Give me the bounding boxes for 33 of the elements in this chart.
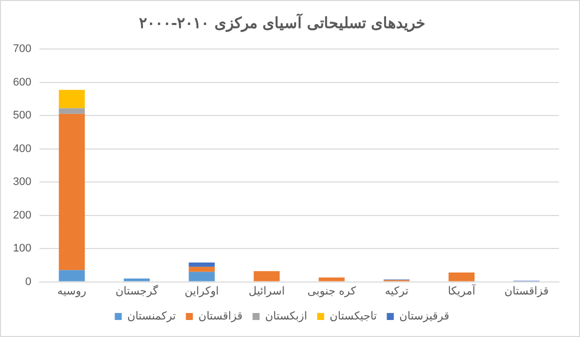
bar <box>188 266 215 272</box>
legend-label: ترکمنستان <box>127 309 176 322</box>
bar <box>58 114 85 270</box>
y-tick-label: 300 <box>12 176 32 188</box>
x-tick-label: گرجستان <box>115 284 159 298</box>
y-tick-label: 0 <box>25 276 32 288</box>
y-tick-label: 700 <box>12 43 32 56</box>
y-tick-label: 400 <box>12 142 32 155</box>
y-tick-label: 100 <box>12 242 32 255</box>
bar <box>58 270 85 282</box>
bar <box>188 272 215 282</box>
legend-label: ازبکستان <box>265 309 308 322</box>
x-tick-label: روسیه <box>57 284 86 298</box>
bar <box>58 108 85 114</box>
bar <box>318 277 345 282</box>
bar <box>254 271 280 282</box>
y-tick-label: 200 <box>12 209 32 222</box>
x-tick-label: قزاقستان <box>504 284 549 298</box>
bar <box>188 262 215 267</box>
x-tick-label: ترکیه <box>384 284 408 298</box>
x-tick-label: اوکراین <box>184 284 219 298</box>
x-tick-label: اسرائیل <box>248 284 285 298</box>
x-tick-label: کره جنوبی <box>307 284 357 298</box>
bar <box>448 272 475 282</box>
y-tick-label: 500 <box>12 110 32 122</box>
x-tick-label: آمریکا <box>448 283 476 298</box>
chart-title: خریدهای تسلیحاتی آسیای مرکزی ۲۰۱۰-۲۰۰۰ <box>138 12 426 32</box>
y-tick-label: 600 <box>12 76 32 88</box>
legend-label: قزاقستان <box>198 309 243 322</box>
legend-label: قرقیزستان <box>399 309 450 322</box>
legend-label: تاجیکستان <box>330 309 377 322</box>
bar <box>124 278 150 282</box>
bar <box>58 90 85 108</box>
